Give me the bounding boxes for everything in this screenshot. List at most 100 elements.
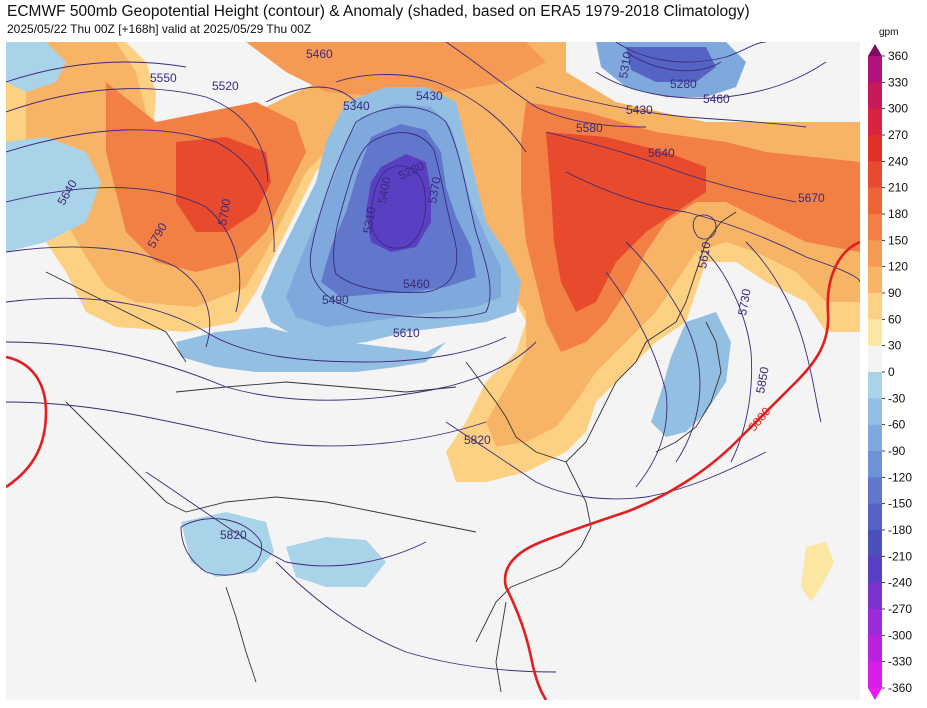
colorbar: 3603303002702402101801501209060300-30-60… bbox=[868, 44, 912, 700]
contour-line-5820-tibet bbox=[180, 518, 262, 576]
negative-anomaly-northeast-core bbox=[626, 47, 716, 82]
contour-line bbox=[625, 51, 722, 72]
colorbar-swatches bbox=[868, 44, 882, 700]
colorbar-swatch bbox=[868, 82, 882, 110]
colorbar-tick-label: 240 bbox=[888, 154, 908, 168]
forecast-map: 5550552054605430534056405790570054005280… bbox=[6, 42, 860, 700]
contour-line bbox=[595, 61, 827, 99]
contour-label: 5310 bbox=[360, 205, 378, 234]
contour-line bbox=[275, 561, 557, 673]
colorbar-tick-label: -360 bbox=[888, 681, 912, 695]
colorbar-swatch bbox=[868, 108, 882, 136]
negative-anomaly-far-west bbox=[6, 137, 101, 252]
contour-label: 5610 bbox=[695, 240, 713, 269]
positive-anomaly-north bbox=[246, 42, 546, 97]
colorbar-tick-label: 150 bbox=[888, 233, 908, 247]
coastline-japan bbox=[655, 321, 722, 453]
contour-label: 5610 bbox=[393, 326, 420, 340]
contour-line bbox=[335, 74, 527, 153]
contour-label: 5670 bbox=[798, 191, 825, 205]
colorbar-swatch bbox=[868, 530, 882, 557]
colorbar-tick-label: -210 bbox=[888, 549, 912, 563]
contour-line bbox=[6, 129, 275, 253]
border-himalaya bbox=[185, 496, 477, 533]
contour-line bbox=[145, 471, 427, 567]
contour-line-small-loop bbox=[692, 214, 717, 240]
contour-line bbox=[445, 42, 647, 128]
colorbar-tick-label: -90 bbox=[888, 444, 906, 458]
colorbar-tick-label: -180 bbox=[888, 523, 912, 537]
contour-line bbox=[605, 271, 668, 488]
colorbar-tick-label: 180 bbox=[888, 207, 908, 221]
colorbar-tick-label: -150 bbox=[888, 497, 912, 511]
colorbar-tick-label: -30 bbox=[888, 391, 906, 405]
positive-anomaly-210-west bbox=[176, 137, 271, 232]
contour-line bbox=[545, 131, 797, 203]
contour-line-trough-outer bbox=[309, 106, 491, 319]
colorbar-ticks: 3603303002702402101801501209060300-30-60… bbox=[882, 49, 912, 695]
contour-line bbox=[6, 61, 187, 83]
colorbar-tick-label: 330 bbox=[888, 75, 908, 89]
colorbar-swatch bbox=[868, 319, 882, 347]
colorbar-tick-label: 360 bbox=[888, 49, 908, 63]
contour-label: 5370 bbox=[425, 175, 443, 204]
contour-line bbox=[6, 187, 241, 313]
colorbar-tick-label: 120 bbox=[888, 260, 908, 274]
colorbar-swatch bbox=[868, 135, 882, 162]
colorbar-swatch bbox=[868, 503, 882, 531]
colorbar-swatch bbox=[868, 609, 882, 636]
colorbar-swatch bbox=[868, 240, 882, 268]
colorbar-swatch bbox=[868, 345, 882, 373]
colorbar-tick-label: 210 bbox=[888, 181, 908, 195]
contour-label: 5460 bbox=[403, 277, 430, 291]
contour-label: 5520 bbox=[212, 79, 239, 93]
colorbar-swatch bbox=[868, 582, 882, 610]
contour-line bbox=[705, 251, 753, 463]
map-title: ECMWF 500mb Geopotential Height (contour… bbox=[7, 3, 750, 20]
colorbar-min-arrow bbox=[868, 688, 882, 700]
colorbar-tick-label: -270 bbox=[888, 602, 912, 616]
colorbar-swatch bbox=[868, 187, 882, 215]
ridge-5880 bbox=[6, 240, 860, 700]
negative-anomaly-rim bbox=[176, 327, 446, 372]
contour-line bbox=[6, 297, 507, 363]
colorbar-tick-label: -240 bbox=[888, 576, 912, 590]
contour-label: 5730 bbox=[735, 287, 753, 316]
colorbar-tick-label: -330 bbox=[888, 655, 912, 669]
colorbar-unit: gpm bbox=[879, 27, 899, 38]
contour-label: 5580 bbox=[576, 121, 603, 135]
colorbar-swatch bbox=[868, 451, 882, 478]
colorbar-tick-label: -120 bbox=[888, 470, 912, 484]
contour-label: 5430 bbox=[416, 89, 443, 103]
positive-anomaly-210-east bbox=[546, 132, 706, 312]
contour-line-trough-mid bbox=[333, 132, 458, 293]
land-outlines bbox=[45, 211, 737, 693]
contour-line-trough-inner bbox=[370, 165, 426, 249]
negative-anomaly-japan bbox=[651, 312, 731, 437]
colorbar-max-arrow bbox=[868, 44, 882, 56]
contour-label: 5850 bbox=[753, 365, 771, 394]
contour-label: 5340 bbox=[343, 99, 370, 113]
coastline-korea-russia bbox=[645, 211, 737, 343]
colorbar-tick-label: 270 bbox=[888, 128, 908, 142]
contour-label: 5820 bbox=[220, 528, 247, 542]
colorbar-swatch bbox=[868, 398, 882, 426]
colorbar-swatch bbox=[868, 661, 882, 689]
colorbar-swatch bbox=[868, 556, 882, 584]
contour-label: 5700 bbox=[215, 197, 233, 226]
border-kazakhstan bbox=[45, 271, 187, 363]
contour-line bbox=[745, 241, 822, 423]
contour-label: 5820 bbox=[464, 433, 491, 447]
contour-label: 5460 bbox=[306, 47, 333, 61]
colorbar-tick-label: 300 bbox=[888, 102, 908, 116]
contour-line bbox=[615, 42, 767, 63]
contour-label: 5460 bbox=[703, 92, 730, 106]
contour-line bbox=[565, 171, 860, 283]
colorbar-tick-label: 60 bbox=[888, 312, 902, 326]
height-contours bbox=[6, 42, 860, 673]
contour-line bbox=[535, 86, 807, 128]
contour-line bbox=[625, 241, 701, 463]
colorbar-swatch bbox=[868, 424, 882, 452]
colorbar-tick-label: 90 bbox=[888, 286, 902, 300]
colorbar-swatch bbox=[868, 477, 882, 505]
